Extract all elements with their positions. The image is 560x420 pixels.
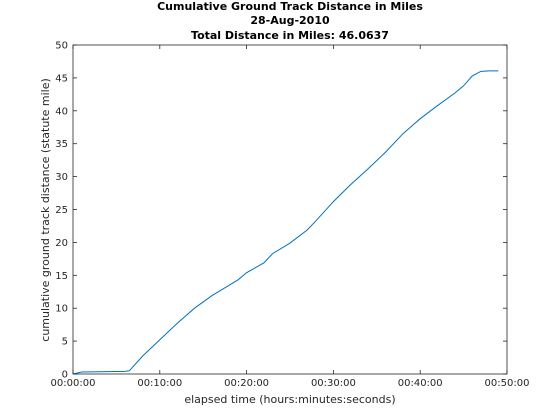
y-tick-label: 30 xyxy=(55,172,68,183)
x-tick-label: 00:40:00 xyxy=(398,378,443,389)
y-axis-label: cumulative ground track distance (statut… xyxy=(39,78,52,341)
series-line xyxy=(72,70,499,375)
x-tick-label: 00:50:00 xyxy=(485,378,530,389)
chart-title-line-1: Cumulative Ground Track Distance in Mile… xyxy=(157,0,423,13)
y-tick-label: 5 xyxy=(62,337,68,348)
x-axis-ticks: 00:00:00 00:10:00 00:20:00 00:30:00 00:40:00… xyxy=(51,45,530,389)
y-tick-label: 15 xyxy=(55,271,68,282)
plot-area-frame xyxy=(72,44,508,375)
chart-title-line-2: 28-Aug-2010 xyxy=(250,14,330,27)
x-tick-label: 00:10:00 xyxy=(137,378,182,389)
y-tick-label: 45 xyxy=(55,73,68,84)
x-tick-label: 00:20:00 xyxy=(224,378,269,389)
y-tick-label: 50 xyxy=(55,41,68,52)
y-tick-label: 35 xyxy=(55,139,68,150)
y-tick-label: 10 xyxy=(55,304,68,315)
y-axis-ticks: 0 5 10 15 20 25 30 35 40 45 50 xyxy=(55,41,507,381)
x-axis-label: elapsed time (hours:minutes:seconds) xyxy=(184,393,395,406)
y-tick-label: 20 xyxy=(55,238,68,249)
y-tick-label: 0 xyxy=(62,370,68,381)
x-tick-label: 00:30:00 xyxy=(311,378,356,389)
y-tick-label: 40 xyxy=(55,106,68,117)
x-tick-label: 00:00:00 xyxy=(51,378,96,389)
y-tick-label: 25 xyxy=(55,205,68,216)
chart-title-line-3: Total Distance in Miles: 46.0637 xyxy=(191,29,389,42)
